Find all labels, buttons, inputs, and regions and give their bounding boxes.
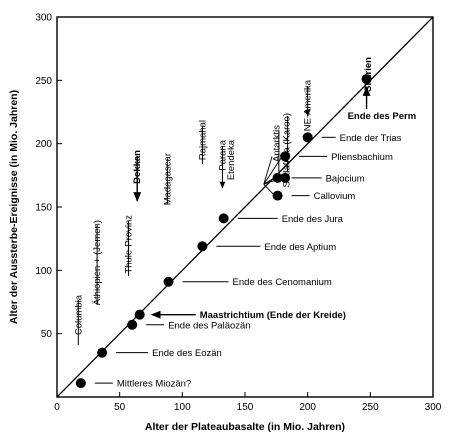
province-label: NE-Amerika xyxy=(303,79,314,131)
x-tick-label: 50 xyxy=(114,402,126,413)
province-label: Thule-Provinz xyxy=(123,215,134,274)
province-leader xyxy=(263,156,273,185)
event-label: Pliensbachium xyxy=(331,152,393,163)
x-tick-label: 200 xyxy=(299,402,316,413)
province-label: Äthiopien + (Jemen) xyxy=(92,220,103,305)
y-tick-label: 100 xyxy=(35,266,52,277)
y-tick-label: 200 xyxy=(35,139,52,150)
province-label: Dekkan xyxy=(132,150,143,184)
reference-line xyxy=(56,16,434,398)
x-tick-label: 150 xyxy=(237,402,254,413)
event-label: Bajocium xyxy=(326,173,365,184)
y-axis-title: Alter der Aussterbe-Ereignisse (in Mio. … xyxy=(8,90,20,324)
data-point xyxy=(218,213,229,224)
x-tick-label: 0 xyxy=(54,402,60,413)
y-tick-label: 250 xyxy=(35,76,52,87)
province-label: Parana xyxy=(217,139,228,170)
event-label: Ende des Cenomanium xyxy=(233,277,332,288)
data-point xyxy=(134,309,145,320)
x-tick-label: 250 xyxy=(362,402,379,413)
x-tick-label: 300 xyxy=(425,402,442,413)
data-point xyxy=(75,378,86,389)
data-point xyxy=(97,347,108,358)
event-label: Ende des Jura xyxy=(282,214,344,225)
data-point xyxy=(280,172,291,183)
event-label: Ende des Perm xyxy=(348,111,417,122)
province-label: Etendeka xyxy=(226,139,237,180)
event-label: Ende des Eozän xyxy=(152,348,222,359)
y-tick-label: 300 xyxy=(35,13,52,24)
x-tick-label: 100 xyxy=(174,402,191,413)
x-axis-title: Alter der Plateaubasalte (in Mio. Jahren… xyxy=(145,421,345,433)
province-label: Sibirien xyxy=(363,57,374,92)
data-point xyxy=(280,151,291,162)
event-label: Ende der Trias xyxy=(340,133,402,144)
event-label: Maastrichtium (Ende der Kreide) xyxy=(200,310,346,321)
event-label: Callovium xyxy=(314,191,356,202)
data-point xyxy=(361,74,372,85)
province-label: Columbia xyxy=(73,294,84,335)
province-label: Rajmahal xyxy=(197,120,208,160)
data-point xyxy=(272,190,283,201)
event-label: Ende des Paläozän xyxy=(168,320,250,331)
y-tick-label: 150 xyxy=(35,203,52,214)
data-point xyxy=(197,241,208,252)
data-point xyxy=(272,172,283,183)
province-label: Antarktis xyxy=(271,125,282,162)
data-point xyxy=(163,276,174,287)
event-label: Mittleres Miozän? xyxy=(117,379,191,390)
province-leader xyxy=(263,183,275,196)
event-label: Ende des Aptium xyxy=(264,242,336,253)
province-label: Südafrika (Karoo) xyxy=(281,113,292,187)
data-point xyxy=(302,132,313,143)
province-label: Madagascar xyxy=(162,153,173,205)
y-tick-label: 50 xyxy=(41,329,53,340)
data-point xyxy=(127,319,138,330)
